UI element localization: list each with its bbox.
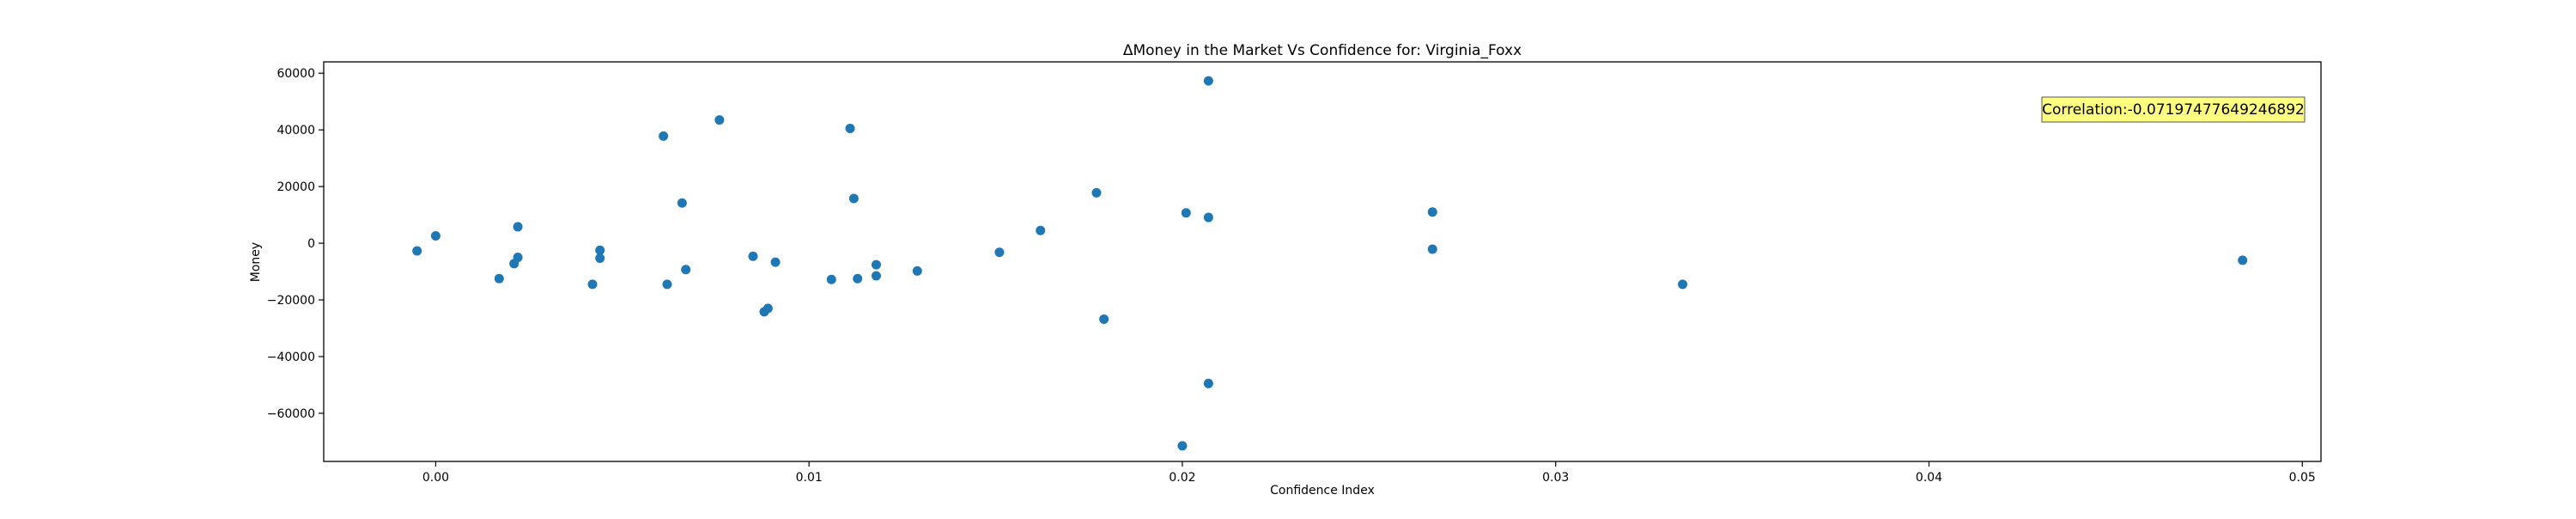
scatter-point — [1099, 314, 1109, 324]
y-tick-label: −20000 — [267, 294, 315, 308]
scatter-point — [1203, 378, 1213, 388]
scatter-point — [513, 222, 523, 232]
scatter-point — [770, 257, 781, 267]
x-tick-label: 0.00 — [422, 471, 449, 485]
scatter-point — [659, 131, 669, 141]
scatter-point — [430, 230, 440, 241]
y-tick-label: −40000 — [267, 351, 315, 364]
scatter-point — [994, 247, 1005, 258]
data-points — [412, 76, 2248, 451]
x-tick-label: 0.03 — [1542, 471, 1569, 485]
y-tick-label: −60000 — [267, 407, 315, 421]
scatter-point — [494, 273, 504, 284]
scatter-point — [826, 274, 836, 284]
correlation-annotation: Correlation:-0.07197477649246892 — [2041, 96, 2306, 123]
scatter-point — [1678, 279, 1688, 290]
y-tick-label: 0 — [307, 237, 315, 251]
scatter-point — [762, 303, 773, 314]
scatter-point — [714, 115, 725, 125]
y-tick-label: 60000 — [276, 67, 315, 81]
scatter-point — [1036, 225, 1046, 235]
y-tick-label: 40000 — [276, 124, 315, 137]
x-tick-label: 0.01 — [796, 471, 823, 485]
scatter-point — [677, 198, 687, 208]
scatter-point — [1427, 207, 1437, 217]
x-tick-label: 0.02 — [1169, 471, 1195, 485]
correlation-box — [2041, 96, 2306, 123]
y-tick-label: 20000 — [276, 180, 315, 194]
scatter-point — [1177, 441, 1188, 451]
x-axis-label: Confidence Index — [1270, 484, 1375, 498]
scatter-point — [1203, 76, 1213, 86]
scatter-point — [748, 251, 758, 261]
scatter-point — [662, 279, 672, 290]
scatter-point — [845, 124, 855, 133]
scatter-point — [1091, 187, 1102, 198]
scatter-point — [912, 266, 922, 276]
y-axis-label: Money — [249, 242, 263, 282]
plot-area — [323, 61, 2322, 462]
scatter-point — [595, 253, 605, 264]
scatter-point — [2238, 255, 2248, 266]
x-axis: 0.00 0.01 0.02 0.03 0.04 0.05 — [422, 461, 2316, 485]
scatter-point — [871, 260, 881, 270]
chart-title: ΔMoney in the Market Vs Confidence for: … — [1123, 42, 1522, 59]
scatter-point — [848, 193, 859, 204]
scatter-point — [412, 246, 422, 256]
x-tick-label: 0.04 — [1916, 471, 1942, 485]
scatter-point — [595, 245, 605, 255]
scatter-point — [587, 279, 598, 290]
scatter-point — [681, 265, 691, 275]
scatter-point — [1427, 244, 1437, 254]
scatter-point — [871, 271, 881, 281]
scatter-point — [513, 253, 523, 263]
correlation-text: Correlation:-0.07197477649246892 — [2042, 101, 2305, 119]
scatter-point — [1203, 212, 1213, 223]
scatter-point — [853, 273, 863, 284]
x-tick-label: 0.05 — [2289, 471, 2316, 485]
scatter-point — [1181, 208, 1191, 218]
y-axis: 60000 40000 20000 0 −20000 −40000 −60000 — [267, 67, 324, 421]
